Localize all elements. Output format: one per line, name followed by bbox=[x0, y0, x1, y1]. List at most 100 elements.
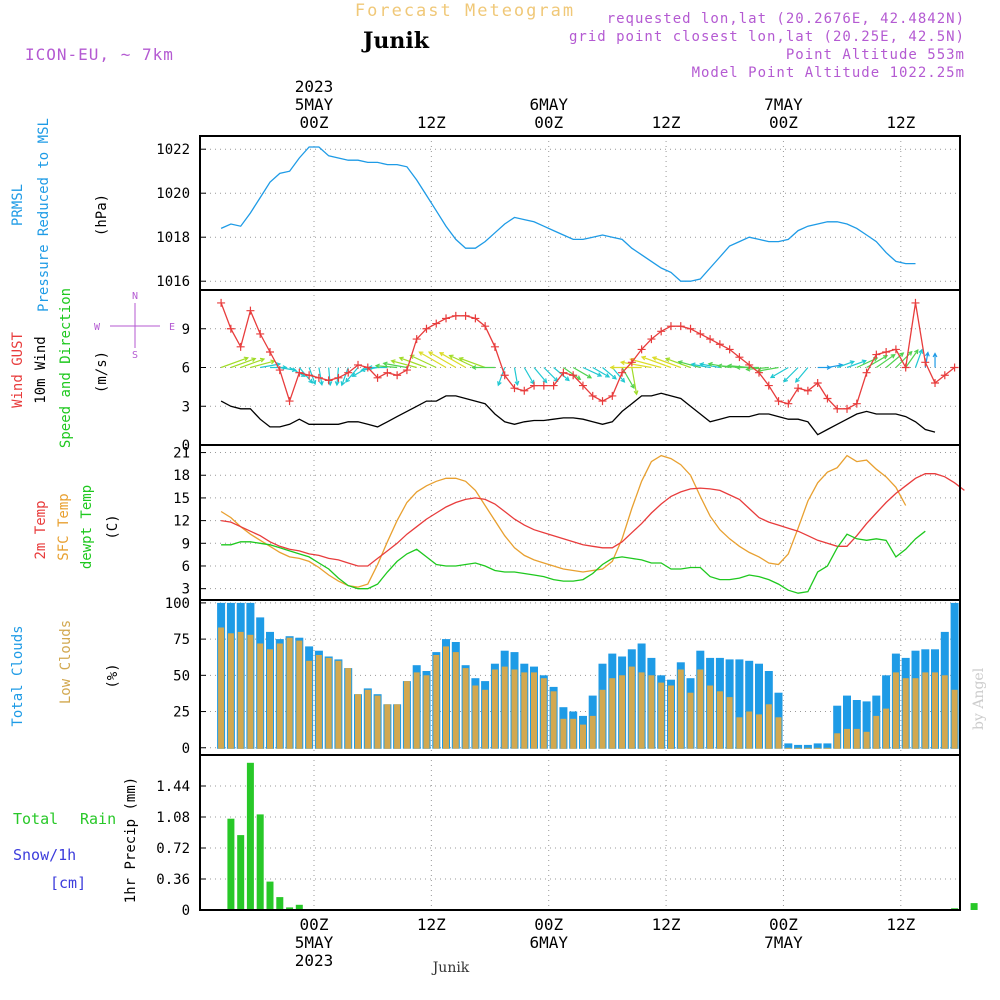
wind-arrow-head bbox=[564, 376, 570, 382]
wind-arrow bbox=[543, 367, 558, 382]
cloud-labels: Total Clouds Low Clouds (%) bbox=[10, 620, 121, 727]
wind-arrow-head bbox=[360, 367, 366, 373]
gust-marker bbox=[402, 366, 411, 375]
low-cloud-bar bbox=[237, 631, 244, 749]
gust-marker bbox=[295, 368, 304, 377]
watermark: by Angel bbox=[971, 667, 987, 730]
gust-marker bbox=[520, 386, 529, 395]
rain-bar bbox=[237, 835, 245, 910]
low-cloud-bar bbox=[873, 715, 880, 749]
rain-bar bbox=[256, 814, 264, 910]
low-cloud-bar bbox=[687, 692, 694, 749]
wind-arrow-head bbox=[726, 363, 733, 369]
low-cloud-bar bbox=[902, 678, 909, 749]
wind-arrow bbox=[631, 367, 638, 395]
gust-marker bbox=[383, 368, 392, 377]
requested-coords: requested lon,lat (20.2676E, 42.4842N) bbox=[607, 11, 965, 27]
low-cloud-bar bbox=[765, 704, 772, 749]
gust-marker bbox=[950, 363, 959, 372]
low-cloud-bar bbox=[521, 672, 528, 749]
gust-marker bbox=[784, 399, 793, 408]
wind-arrow bbox=[641, 356, 672, 369]
precip-panel: 0 0.36 0.72 1.08 1.44 bbox=[156, 755, 978, 919]
rain-bar bbox=[295, 904, 303, 910]
wind-arrow-head bbox=[619, 360, 626, 366]
total-cloud-bar bbox=[950, 602, 959, 749]
low-cloud-bar bbox=[472, 685, 479, 749]
total-cloud-bar bbox=[843, 695, 851, 749]
low-cloud-bar bbox=[227, 633, 234, 749]
wind-arrow-head bbox=[794, 377, 800, 383]
gust-marker bbox=[754, 368, 763, 377]
wind-arrow-head bbox=[932, 352, 938, 358]
clouds-ytick-label: 25 bbox=[173, 705, 190, 721]
low-cloud-bar bbox=[433, 655, 440, 749]
gust-marker bbox=[217, 298, 226, 307]
clouds-ytick-label: 0 bbox=[182, 741, 190, 757]
total-cloud-bar bbox=[803, 744, 812, 749]
low-cloud-bar bbox=[746, 711, 753, 749]
wind-arrow-head bbox=[640, 355, 647, 361]
temperature-ytick-label: 9 bbox=[182, 536, 190, 552]
wind-arrow bbox=[497, 367, 506, 386]
total-cloud-bar bbox=[823, 743, 832, 749]
gust-marker bbox=[451, 311, 460, 320]
precip-label-total: Total bbox=[13, 810, 58, 828]
top-tick-label: 00Z bbox=[534, 113, 563, 132]
wind-arrow bbox=[572, 366, 592, 379]
dewpoint-line bbox=[221, 530, 926, 594]
pressure-unit: (hPa) bbox=[94, 194, 110, 236]
gust-marker bbox=[608, 391, 617, 400]
wind-arrow bbox=[345, 367, 359, 383]
product-title: Forecast Meteogram bbox=[355, 1, 575, 21]
low-cloud-bar bbox=[648, 675, 655, 749]
precip-ytick-label: 1.44 bbox=[156, 779, 190, 795]
low-cloud-bar bbox=[560, 718, 567, 749]
grid-point-coords: grid point closest lon,lat (20.25E, 42.5… bbox=[569, 29, 965, 45]
wind-arrow-head bbox=[707, 361, 713, 367]
compass-n: N bbox=[132, 291, 138, 302]
temperature-ytick-label: 3 bbox=[182, 582, 190, 598]
temp-label-2m: 2m Temp bbox=[33, 500, 49, 559]
low-cloud-bar bbox=[540, 678, 547, 749]
gust-marker bbox=[833, 404, 842, 413]
wind-arrow bbox=[678, 361, 701, 369]
gust-marker bbox=[432, 319, 441, 328]
low-cloud-bar bbox=[912, 678, 919, 749]
temperature-ytick-label: 12 bbox=[173, 514, 190, 530]
precip-ytick-label: 0.36 bbox=[156, 872, 190, 888]
gust-marker bbox=[373, 373, 382, 382]
wind-unit: (m/s) bbox=[94, 351, 110, 393]
pressure-panel: 1016 1018 1020 1022 bbox=[156, 136, 960, 290]
gust-marker bbox=[588, 391, 597, 400]
gust-marker bbox=[305, 371, 314, 380]
wind-arrow-head bbox=[334, 381, 340, 387]
clouds-ytick-label: 50 bbox=[173, 668, 190, 684]
pressure-line bbox=[220, 146, 916, 282]
wind-arrow bbox=[352, 366, 369, 377]
precip-unit: 1hr Precip (mm) bbox=[123, 777, 139, 903]
total-cloud-bar bbox=[755, 663, 763, 749]
low-cloud-bar bbox=[951, 689, 958, 749]
wind-arrow-head bbox=[351, 372, 357, 377]
pressure-labels: PRMSL Pressure Reduced to MSL (hPa) bbox=[10, 118, 110, 312]
model-label: ICON-EU, ~ 7km bbox=[25, 45, 174, 64]
gust-marker bbox=[627, 358, 636, 367]
gust-marker bbox=[725, 345, 734, 354]
wind-arrow-head bbox=[899, 352, 905, 358]
gust-marker bbox=[578, 381, 587, 390]
wind-arrow-head bbox=[311, 380, 317, 386]
bottom-tick-label: 00Z bbox=[300, 915, 329, 934]
wind-arrow bbox=[602, 367, 617, 380]
wind-arrow bbox=[876, 354, 896, 368]
wind-arrow bbox=[700, 363, 720, 369]
wind-arrow-head bbox=[620, 377, 626, 383]
low-cloud-bar bbox=[482, 689, 489, 749]
total-cloud-bar bbox=[745, 660, 754, 749]
panel-border bbox=[199, 754, 961, 911]
wind-ytick-label: 3 bbox=[182, 399, 190, 415]
low-cloud-bar bbox=[570, 718, 577, 749]
gust-marker bbox=[285, 397, 294, 406]
wind-arrow-head bbox=[345, 377, 350, 383]
